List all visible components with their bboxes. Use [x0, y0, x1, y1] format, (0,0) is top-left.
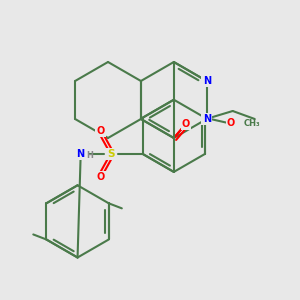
- Text: N: N: [76, 149, 85, 159]
- Text: O: O: [182, 119, 190, 129]
- Text: CH₃: CH₃: [244, 119, 261, 128]
- Text: N: N: [203, 76, 211, 86]
- Text: O: O: [227, 118, 235, 128]
- Text: N: N: [203, 114, 211, 124]
- Text: S: S: [107, 149, 114, 159]
- Text: O: O: [96, 126, 105, 136]
- Text: H: H: [87, 152, 93, 160]
- Text: O: O: [96, 172, 105, 182]
